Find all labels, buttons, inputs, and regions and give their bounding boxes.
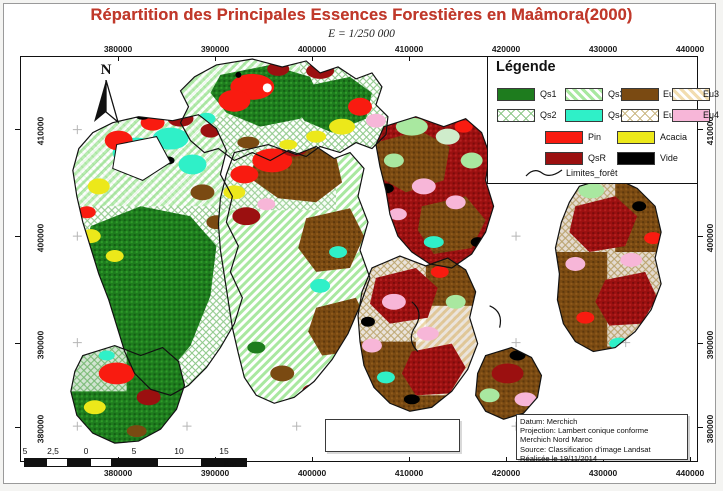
- legend-swatch-eu2: [621, 109, 659, 122]
- axis-x-label: 390000: [200, 44, 230, 54]
- scalebar-segment: [112, 458, 157, 467]
- axis-x-label: 380000: [103, 44, 133, 54]
- forest-parcel-centre: [218, 144, 370, 404]
- scalebar-segment: [46, 458, 68, 467]
- scalebar-tick: 5: [131, 446, 137, 456]
- axis-y-label: 400000: [705, 223, 715, 253]
- legend-label-qsr: QsR: [588, 153, 606, 163]
- axis-x-label: 410000: [394, 468, 424, 478]
- scalebar: 5 2,5 0 5 10 15 Km: [22, 446, 247, 472]
- scalebar-segment: [157, 458, 202, 467]
- scalebar-segment: [68, 458, 90, 467]
- forest-boundaries: [70, 58, 662, 444]
- scalebar-segment: [90, 458, 112, 467]
- scalebar-tick: 15: [219, 446, 229, 456]
- axis-x-label: 420000: [491, 44, 521, 54]
- axis-x-label: 380000: [103, 468, 133, 478]
- metadata-box: Datum: Merchich Projection: Lambert coni…: [516, 414, 688, 463]
- scalebar-tick: 5: [22, 446, 28, 456]
- legend-label-qs2: Qs2: [540, 110, 557, 120]
- axis-x-label: 390000: [200, 468, 230, 478]
- forest-parcel-sudest: [358, 256, 478, 412]
- legend-label-qs1: Qs1: [540, 89, 557, 99]
- scalebar-segment: [24, 458, 46, 467]
- legend-label-eu1: Eu1: [663, 89, 680, 99]
- axis-x-label: 410000: [394, 44, 424, 54]
- forest-parcel-est: [375, 116, 494, 268]
- limites-foret-line-icon: [525, 169, 563, 177]
- axis-x-label: 400000: [297, 44, 327, 54]
- legend-swatch-qsr: [545, 152, 583, 165]
- legend-label-qs4: Qs4: [608, 110, 625, 120]
- title-block: Répartition des Principales Essences For…: [0, 6, 723, 40]
- legend-swatch-qs1: [497, 88, 535, 101]
- axis-y-label: 390000: [705, 330, 715, 360]
- legend-swatch-qs4: [565, 109, 603, 122]
- legend-label-acacia: Acacia: [660, 132, 688, 142]
- legend-swatch-qs3: [565, 88, 603, 101]
- north-arrow-letter: N: [100, 62, 112, 78]
- axis-x-label: 430000: [588, 468, 618, 478]
- scalebar-tick: 10: [174, 446, 184, 456]
- legend-swatch-eu1: [621, 88, 659, 101]
- scalebar-tick: 0: [83, 446, 89, 456]
- metadata-line: Projection: Lambert conique conforme: [520, 426, 649, 436]
- axis-y-label: 400000: [35, 223, 46, 253]
- axis-x-label: 420000: [491, 468, 521, 478]
- metadata-line: Source: Classification d'image Landsat: [520, 444, 651, 454]
- axis-y-label: 410000: [35, 116, 46, 146]
- legend-label-limites-foret: Limites_forêt: [566, 168, 618, 178]
- scalebar-tick: 2,5: [47, 446, 59, 456]
- legend-swatch-pin: [545, 131, 583, 144]
- metadata-line: Datum: Merchich: [520, 417, 578, 426]
- north-arrow-icon: [94, 80, 120, 124]
- scalebar-segment: [202, 458, 247, 467]
- empty-placeholder-box: [325, 419, 460, 452]
- axis-y-label: 380000: [35, 414, 46, 444]
- legend-title: Légende: [496, 59, 556, 75]
- legend-swatch-qs2: [497, 109, 535, 122]
- legend-swatch-eu4: [672, 109, 710, 122]
- axis-x-label: 440000: [675, 44, 705, 54]
- map-scale-text: E = 1/250 000: [328, 28, 395, 40]
- metadata-line: Réalisée le 19/11/2014: [520, 453, 598, 463]
- legend-label-pin: Pin: [588, 132, 602, 142]
- legend-label-eu3: Eu3: [703, 89, 720, 99]
- legend-label-eu4: Eu4: [703, 110, 720, 120]
- map-frame[interactable]: [20, 56, 698, 462]
- legend-label-eu2: Eu2: [663, 110, 680, 120]
- map-canvas: [70, 58, 662, 444]
- axis-y-label: 380000: [705, 414, 715, 444]
- legend-swatch-acacia: [617, 131, 655, 144]
- legend-swatch-vide: [617, 152, 655, 165]
- axis-x-label: 430000: [588, 44, 618, 54]
- scalebar-unit: Km: [224, 459, 237, 469]
- axis-x-label: 400000: [297, 468, 327, 478]
- metadata-line: Merchich Nord Maroc: [520, 435, 593, 445]
- legend-label-vide: Vide: [660, 153, 678, 163]
- axis-x-label: 440000: [675, 468, 705, 478]
- page-title: Répartition des Principales Essences For…: [90, 6, 633, 24]
- legend-label-qs3: Qs3: [608, 89, 625, 99]
- axis-y-label: 390000: [35, 330, 46, 360]
- legend-swatch-eu3: [672, 88, 710, 101]
- north-arrow: N: [89, 62, 123, 124]
